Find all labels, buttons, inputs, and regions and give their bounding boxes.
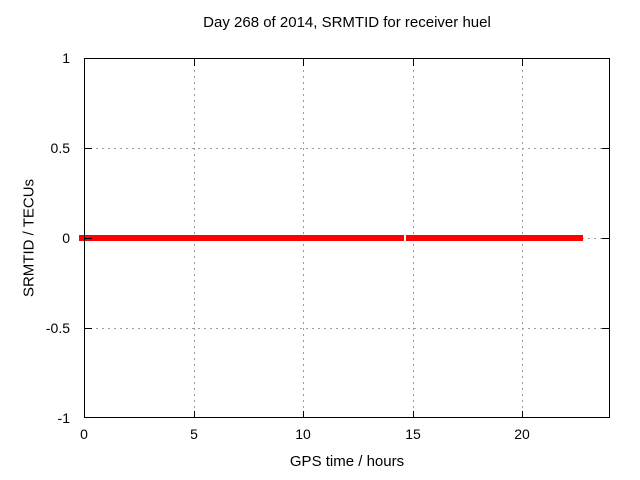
- y-tick-mark-right: [602, 328, 609, 329]
- x-tick-mark: [194, 411, 195, 418]
- y-tick-label: 0: [62, 230, 70, 246]
- x-tick-mark-top: [522, 59, 523, 66]
- x-axis-label: GPS time / hours: [289, 453, 405, 470]
- chart-title: Day 268 of 2014, SRMTID for receiver hue…: [203, 14, 491, 31]
- y-gridline: [84, 328, 610, 329]
- x-tick-label: 20: [514, 426, 530, 442]
- x-tick-mark: [303, 411, 304, 418]
- data-line-segment: [79, 235, 404, 241]
- y-tick-mark: [85, 328, 92, 329]
- x-tick-label: 0: [80, 426, 88, 442]
- y-tick-mark: [85, 238, 92, 239]
- y-tick-label: -1: [57, 410, 70, 426]
- y-tick-mark-right: [602, 238, 609, 239]
- x-tick-label: 15: [405, 426, 421, 442]
- x-tick-mark-top: [303, 59, 304, 66]
- y-gridline: [84, 148, 610, 149]
- y-tick-mark: [85, 148, 92, 149]
- y-tick-label: 1: [62, 50, 70, 66]
- x-tick-mark-top: [194, 59, 195, 66]
- y-tick-mark-right: [602, 148, 609, 149]
- x-tick-mark: [413, 411, 414, 418]
- y-tick-label: -0.5: [45, 320, 70, 336]
- x-tick-mark-top: [413, 59, 414, 66]
- x-tick-label: 10: [295, 426, 311, 442]
- x-tick-mark: [522, 411, 523, 418]
- plot-border: [84, 58, 610, 418]
- data-line-segment: [406, 235, 583, 241]
- x-tick-label: 5: [190, 426, 198, 442]
- y-tick-label: 0.5: [50, 140, 70, 156]
